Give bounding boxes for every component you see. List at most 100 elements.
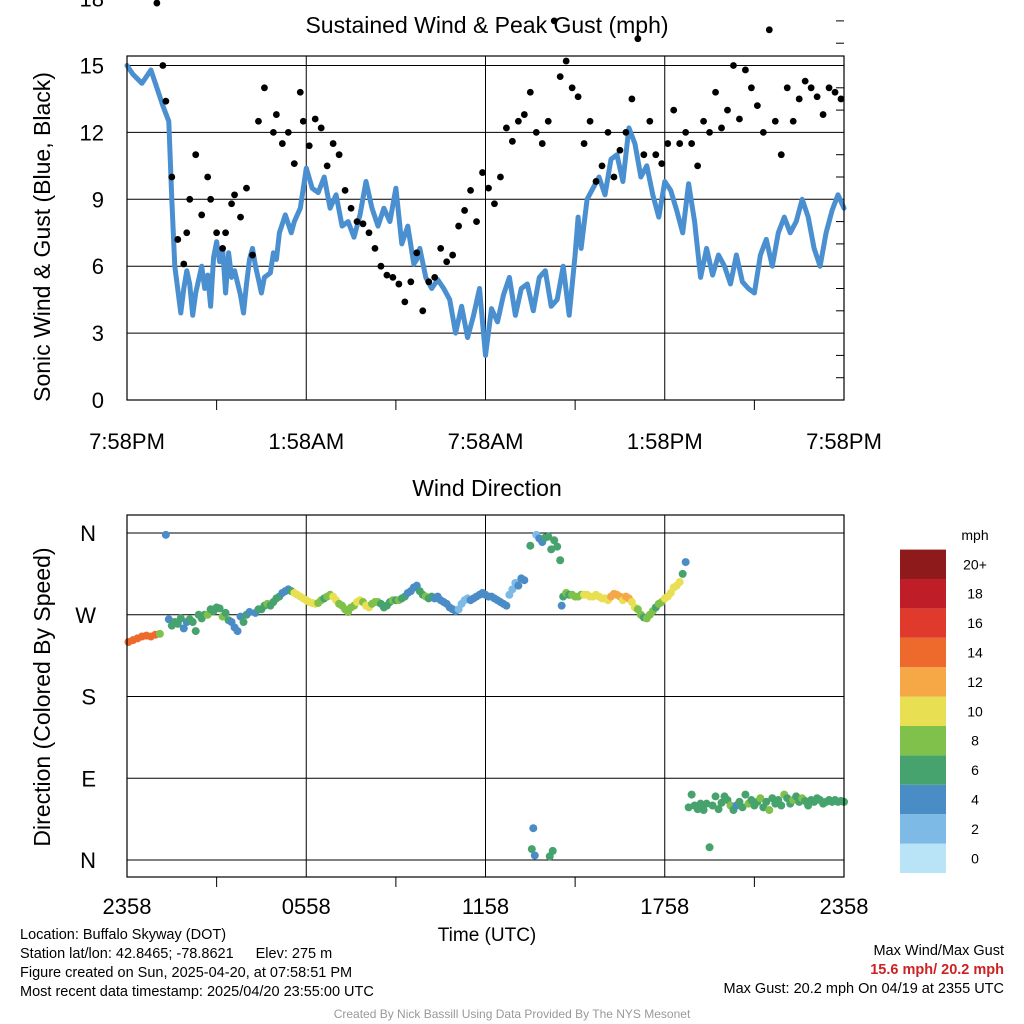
colorbar-swatch xyxy=(900,667,946,697)
gust-dot xyxy=(646,117,654,125)
gust-dot xyxy=(174,236,182,243)
gust-dot xyxy=(580,140,588,147)
colorbar-swatch xyxy=(900,843,946,873)
direction-chart: Wind Direction Direction (Colored By Spe… xyxy=(29,475,868,946)
direction-dot xyxy=(520,576,529,585)
location-text: Location: Buffalo Skyway (DOT) xyxy=(20,927,227,943)
gust-dot xyxy=(730,62,737,69)
gust-dot xyxy=(628,95,636,103)
gust-dot xyxy=(742,66,749,74)
gust-dot xyxy=(532,129,540,136)
direction-dot xyxy=(717,798,726,807)
gust-dot xyxy=(192,151,200,159)
direction-dot xyxy=(741,790,750,799)
gust-dot xyxy=(598,162,606,170)
speed-xtick-label: 1:58PM xyxy=(627,429,703,454)
gust-dot xyxy=(437,244,445,252)
gust-dot xyxy=(640,151,648,159)
gust-dots xyxy=(153,0,845,315)
direction-dot xyxy=(550,536,559,545)
direction-ytick-label: S xyxy=(81,685,96,710)
direction-dot xyxy=(547,545,556,554)
speed-xtick-label: 7:58AM xyxy=(448,429,524,454)
gust-dot xyxy=(269,129,277,136)
gust-dot xyxy=(407,278,415,286)
speed-ytick-label: 12 xyxy=(80,120,104,145)
gust-dot xyxy=(652,151,660,159)
gust-dot xyxy=(604,129,612,136)
speed-chart-frame xyxy=(126,55,845,401)
direction-dot xyxy=(508,585,517,594)
direction-ytick-label: W xyxy=(75,603,96,628)
direction-dot xyxy=(738,803,747,812)
gust-dot xyxy=(503,124,510,132)
direction-xtick-label: 0558 xyxy=(282,894,331,919)
gust-dot xyxy=(183,229,191,237)
sustained-wind-line xyxy=(124,63,847,358)
gust-dot xyxy=(712,88,719,96)
direction-xtick-label: 1158 xyxy=(462,894,509,919)
gust-dot xyxy=(371,244,379,252)
gust-dot xyxy=(329,140,337,147)
gust-dot xyxy=(520,111,528,118)
colorbar-swatch xyxy=(900,784,946,815)
gust-dot xyxy=(759,129,767,136)
gust-dot xyxy=(323,162,331,170)
gust-dot xyxy=(688,140,696,147)
gust-dot xyxy=(574,93,582,101)
direction-dot xyxy=(239,618,248,627)
gust-dot xyxy=(419,307,427,315)
colorbar-swatch xyxy=(900,696,946,726)
gust-dot xyxy=(296,88,304,96)
gust-dot xyxy=(249,251,256,259)
elevation-text: Elev: 275 m xyxy=(255,946,333,962)
gust-dot xyxy=(777,151,785,159)
gust-dot xyxy=(592,178,600,185)
gust-dot xyxy=(284,129,292,136)
speed-chart: Sustained Wind & Peak Gust (mph) Sonic W… xyxy=(29,0,882,454)
direction-ytick-label: N xyxy=(80,848,96,873)
gust-dot xyxy=(556,73,564,81)
direction-dot xyxy=(556,556,565,565)
gust-dot xyxy=(682,129,690,136)
direction-dot xyxy=(708,801,717,810)
gust-dot xyxy=(813,93,821,101)
gust-dot xyxy=(153,0,161,7)
direction-dot xyxy=(765,806,774,815)
direction-dot xyxy=(762,797,771,806)
gust-dot xyxy=(335,151,343,159)
gust-dot xyxy=(622,129,630,136)
direction-ytick-label: N xyxy=(80,521,96,546)
gust-dot xyxy=(706,129,713,136)
gust-dot xyxy=(159,62,167,69)
gust-dot xyxy=(837,95,845,103)
gust-dot xyxy=(455,222,463,230)
gust-dot xyxy=(377,262,385,270)
speed-ytick-label: 6 xyxy=(92,254,104,279)
gust-dot xyxy=(443,258,451,266)
gust-dot xyxy=(473,218,480,226)
colorbar-unit: mph xyxy=(961,527,988,543)
gust-dot xyxy=(724,106,731,114)
direction-dot xyxy=(699,806,708,815)
direction-dot xyxy=(756,794,765,803)
gust-dot xyxy=(765,26,773,34)
gust-dot xyxy=(718,124,725,132)
gust-dot xyxy=(676,140,684,147)
speed-xtick-label: 7:58PM xyxy=(806,429,882,454)
direction-xtick-label: 2358 xyxy=(820,894,869,919)
gust-dot xyxy=(222,229,229,237)
latlon-text: Station lat/lon: 42.8465; -78.8621 xyxy=(20,946,234,962)
direction-dot xyxy=(711,792,720,801)
direction-dot xyxy=(527,845,536,854)
colorbar-label: 18 xyxy=(967,586,983,602)
gust-dot xyxy=(261,84,268,92)
gust-dot xyxy=(544,117,552,125)
direction-chart-title: Wind Direction xyxy=(412,475,562,501)
direction-dot xyxy=(233,627,242,636)
direction-dot xyxy=(188,618,197,627)
gust-dot xyxy=(243,184,250,192)
max-header: Max Wind/Max Gust xyxy=(873,943,1004,959)
gust-dot xyxy=(383,271,391,279)
